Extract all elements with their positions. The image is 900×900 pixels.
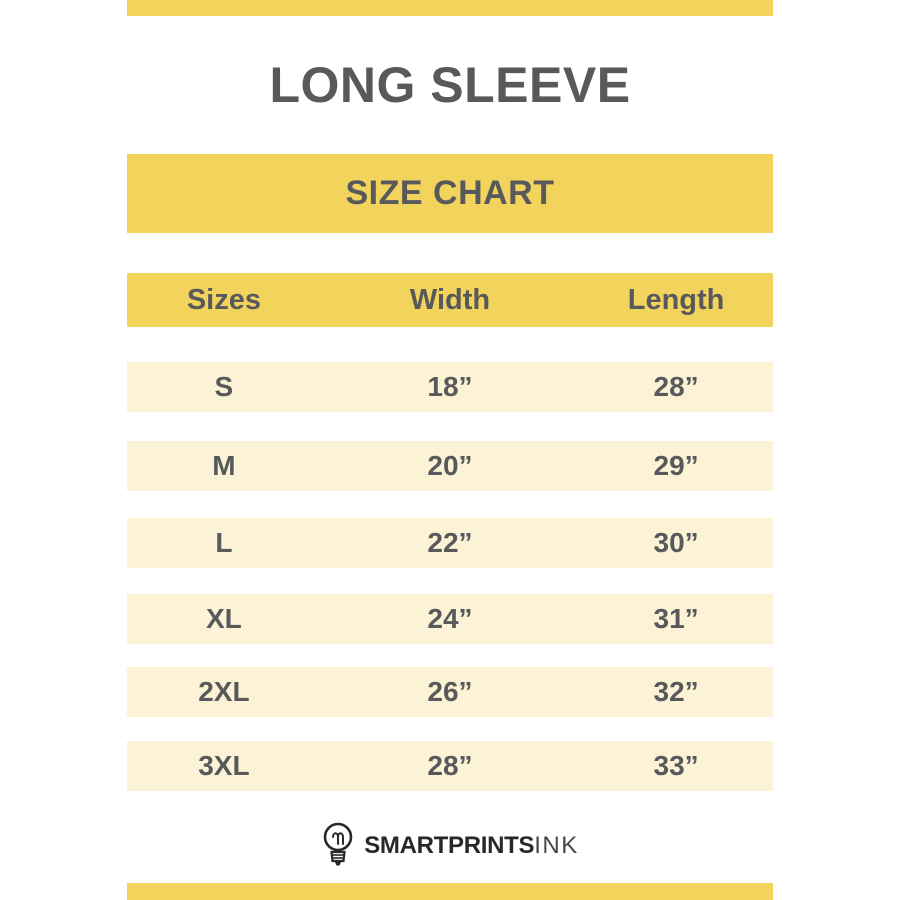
brand-logo: SMARTPRINTSINK <box>0 818 900 874</box>
lightbulb-icon <box>321 822 355 870</box>
size-cell: M <box>212 450 236 481</box>
table-row: XL 24” 31” <box>127 594 773 644</box>
page-title: LONG SLEEVE <box>269 57 631 113</box>
width-cell: 20” <box>427 450 473 481</box>
length-cell: 30” <box>653 527 699 558</box>
table-row: 2XL 26” 32” <box>127 667 773 717</box>
column-header-sizes: Sizes <box>186 283 261 316</box>
size-cell: L <box>215 527 233 558</box>
table-row: 3XL 28” 33” <box>127 741 773 791</box>
brand-name-light: INK <box>534 832 579 859</box>
table-row: M 20” 29” <box>127 441 773 491</box>
size-cell: XL <box>206 603 242 634</box>
bottom-accent-band <box>127 883 773 900</box>
table-row: S 18” 28” <box>127 362 773 412</box>
length-cell: 33” <box>653 750 699 781</box>
column-header-length: Length <box>627 283 725 316</box>
length-cell: 29” <box>653 450 699 481</box>
brand-name-bold: SMARTPRINTS <box>364 832 535 859</box>
size-cell: 2XL <box>198 676 250 707</box>
size-cell: S <box>214 371 234 402</box>
top-accent-band <box>127 0 773 16</box>
column-header-width: Width <box>409 283 491 316</box>
width-cell: 24” <box>427 603 473 634</box>
size-chart-banner-label: SIZE CHART <box>345 174 555 212</box>
width-cell: 18” <box>427 371 473 402</box>
length-cell: 31” <box>653 603 699 634</box>
length-cell: 32” <box>653 676 699 707</box>
length-cell: 28” <box>653 371 699 402</box>
size-cell: 3XL <box>198 750 250 781</box>
width-cell: 22” <box>427 527 473 558</box>
size-chart-banner: SIZE CHART <box>127 154 773 233</box>
brand-name: SMARTPRINTSINK <box>364 832 579 860</box>
table-header-row: Sizes Width Length <box>127 273 773 327</box>
width-cell: 28” <box>427 750 473 781</box>
width-cell: 26” <box>427 676 473 707</box>
table-row: L 22” 30” <box>127 518 773 568</box>
